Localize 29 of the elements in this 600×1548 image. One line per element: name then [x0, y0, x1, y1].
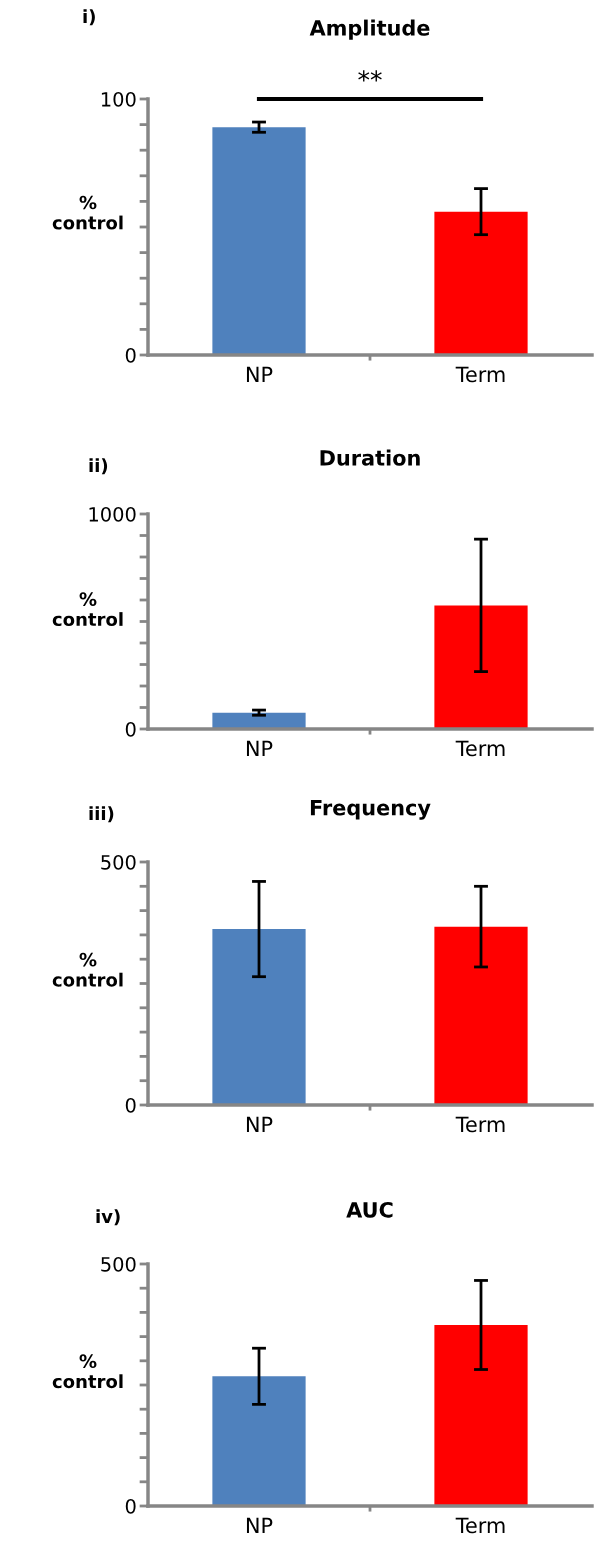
y-tick-label: 0: [125, 1097, 136, 1113]
x-tick-label: NP: [246, 1517, 273, 1533]
x-tick-label: Term: [455, 1517, 505, 1534]
x-tick-label: Term: [455, 366, 505, 383]
x-tick-label: NP: [246, 366, 273, 382]
y-tick-label: 1000: [89, 506, 136, 522]
chart-title: AUC: [346, 1201, 393, 1218]
chart-title: Frequency: [310, 800, 431, 820]
text: iv): [96, 1209, 120, 1226]
y-tick-label: 0: [125, 1498, 136, 1514]
y-axis-title: % control: [52, 1354, 123, 1389]
chart-title: Duration: [320, 449, 420, 466]
y-tick-label: 500: [101, 854, 136, 870]
x-tick-label: NP: [246, 1116, 273, 1132]
x-tick-label: Term: [455, 1116, 505, 1133]
text: i): [83, 9, 95, 26]
x-tick-label: Term: [455, 740, 505, 757]
y-tick-label: 0: [125, 721, 136, 737]
chart-title: Amplitude: [309, 19, 430, 40]
y-axis-title: % control: [52, 592, 123, 627]
x-tick-label: NP: [246, 740, 273, 756]
text: **: [358, 70, 382, 82]
text: iii): [89, 806, 114, 823]
y-axis-title: % control: [52, 952, 123, 987]
text: ii): [89, 458, 108, 475]
y-tick-label: 100: [101, 91, 136, 107]
y-tick-label: 0: [125, 347, 136, 363]
y-axis-title: % control: [52, 195, 123, 230]
y-tick-label: 500: [101, 1256, 136, 1272]
